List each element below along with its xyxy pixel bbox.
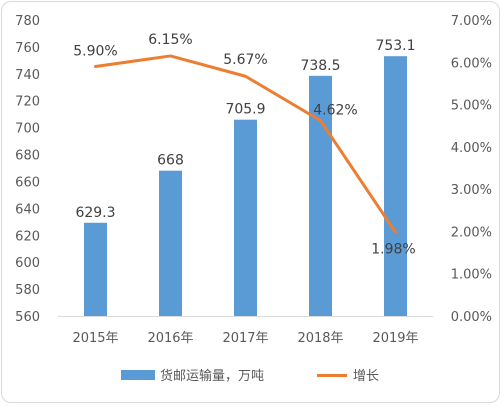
bar-data-label: 668: [157, 153, 184, 169]
bar-data-label: 705.9: [225, 102, 265, 118]
bar: [234, 119, 257, 316]
line-data-label: 5.67%: [223, 52, 267, 68]
x-tick-label: 2016年: [147, 331, 193, 346]
bar: [159, 170, 182, 316]
x-tick-label: 2018年: [297, 331, 343, 346]
y-left-tick-label: 740: [15, 68, 40, 83]
bar-data-label: 753.1: [375, 38, 415, 54]
y-right-tick-label: 2.00%: [451, 225, 492, 240]
bar: [84, 222, 107, 316]
y-left-tick-label: 640: [15, 202, 40, 217]
x-tick-label: 2019年: [372, 331, 418, 346]
y-left-tick-label: 700: [15, 122, 40, 137]
legend-bar-label: 货邮运输量，万吨: [160, 368, 264, 384]
x-tick-label: 2015年: [72, 331, 118, 346]
y-left-tick-label: 780: [15, 14, 40, 29]
bar: [384, 56, 407, 317]
y-left-tick-label: 760: [15, 41, 40, 56]
legend-line-label: 增长: [353, 369, 379, 384]
line-data-label: 5.90%: [73, 44, 117, 60]
y-left-tick-label: 560: [15, 310, 40, 325]
y-left-tick-label: 580: [15, 283, 40, 298]
line-data-label: 1.98%: [371, 241, 415, 257]
y-right-tick-label: 1.00%: [451, 268, 492, 283]
x-tick-label: 2017年: [222, 331, 268, 346]
line-data-label: 4.62%: [313, 103, 357, 119]
y-right-tick-label: 0.00%: [451, 310, 492, 325]
bar: [309, 75, 332, 316]
bar-data-label: 629.3: [75, 205, 115, 221]
y-left-tick-label: 600: [15, 256, 40, 271]
y-right-tick-label: 5.00%: [451, 99, 492, 114]
y-right-tick-label: 3.00%: [451, 183, 492, 198]
line-data-label: 6.15%: [148, 32, 192, 48]
growth-line: [94, 54, 397, 234]
bar-data-label: 738.5: [300, 58, 340, 74]
y-left-tick-label: 660: [15, 175, 40, 190]
y-right-tick-label: 6.00%: [451, 56, 492, 71]
y-right-tick-label: 4.00%: [451, 141, 492, 156]
y-right-tick-label: 7.00%: [451, 14, 492, 29]
y-left-tick-label: 680: [15, 149, 40, 164]
y-left-tick-label: 720: [15, 95, 40, 110]
y-left-tick-label: 620: [15, 229, 40, 244]
legend-bar-swatch: [121, 370, 155, 380]
